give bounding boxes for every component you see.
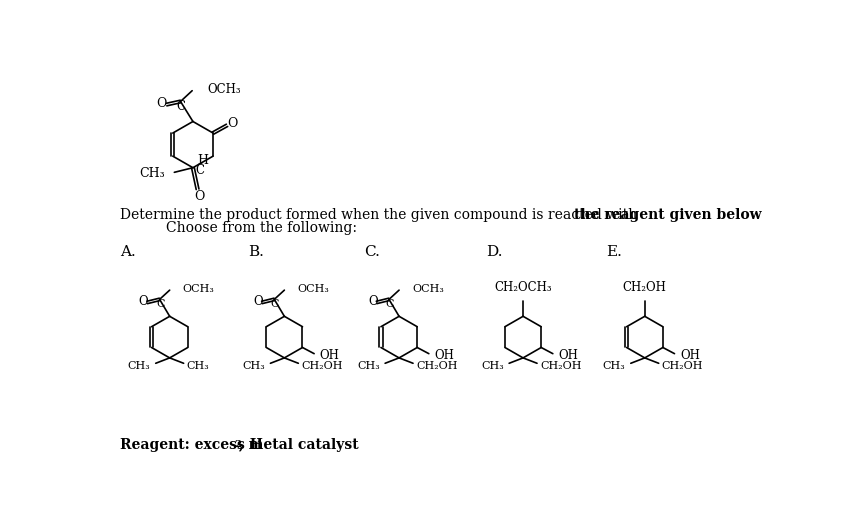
- Text: O: O: [157, 97, 167, 110]
- Text: CH₂OH: CH₂OH: [662, 360, 703, 371]
- Text: Reagent: excess H: Reagent: excess H: [120, 438, 263, 452]
- Text: CH₂OH: CH₂OH: [623, 281, 666, 294]
- Text: O: O: [138, 295, 148, 308]
- Text: CH₃: CH₃: [357, 360, 380, 371]
- Text: CH₃: CH₃: [481, 360, 503, 371]
- Text: CH₃: CH₃: [139, 167, 165, 180]
- Text: CH₃: CH₃: [242, 360, 265, 371]
- Text: Determine the product formed when the given compound is reacted with: Determine the product formed when the gi…: [120, 208, 638, 222]
- Text: O: O: [194, 190, 205, 203]
- Text: OH: OH: [319, 349, 340, 361]
- Text: CH₂OCH₃: CH₂OCH₃: [494, 281, 552, 294]
- Text: A.: A.: [120, 245, 136, 260]
- Text: CH₃: CH₃: [127, 360, 150, 371]
- Text: B.: B.: [248, 245, 264, 260]
- Text: O: O: [228, 117, 238, 131]
- Text: 2: 2: [234, 440, 241, 450]
- Text: OCH₃: OCH₃: [297, 284, 329, 294]
- Text: H: H: [198, 154, 209, 166]
- Text: E.: E.: [606, 245, 621, 260]
- Text: OCH₃: OCH₃: [183, 284, 215, 294]
- Text: O: O: [253, 295, 263, 308]
- Text: the reagent given below: the reagent given below: [574, 208, 762, 222]
- Text: OCH₃: OCH₃: [207, 82, 240, 96]
- Text: OH: OH: [680, 349, 700, 361]
- Text: CH₂OH: CH₂OH: [301, 360, 343, 371]
- Text: O: O: [368, 295, 378, 308]
- Text: OH: OH: [434, 349, 454, 361]
- Text: C: C: [195, 164, 205, 177]
- Text: C: C: [271, 299, 279, 309]
- Text: , metal catalyst: , metal catalyst: [239, 438, 358, 452]
- Text: C: C: [177, 100, 186, 113]
- Text: Choose from the following:: Choose from the following:: [166, 221, 357, 235]
- Text: OH: OH: [559, 349, 578, 361]
- Text: CH₂OH: CH₂OH: [416, 360, 458, 371]
- Text: CH₃: CH₃: [187, 360, 210, 371]
- Text: D.: D.: [486, 245, 503, 260]
- Text: C: C: [385, 299, 394, 309]
- Text: OCH₃: OCH₃: [413, 284, 444, 294]
- Text: C: C: [156, 299, 165, 309]
- Text: CH₃: CH₃: [603, 360, 626, 371]
- Text: CH₂OH: CH₂OH: [540, 360, 582, 371]
- Text: C.: C.: [364, 245, 380, 260]
